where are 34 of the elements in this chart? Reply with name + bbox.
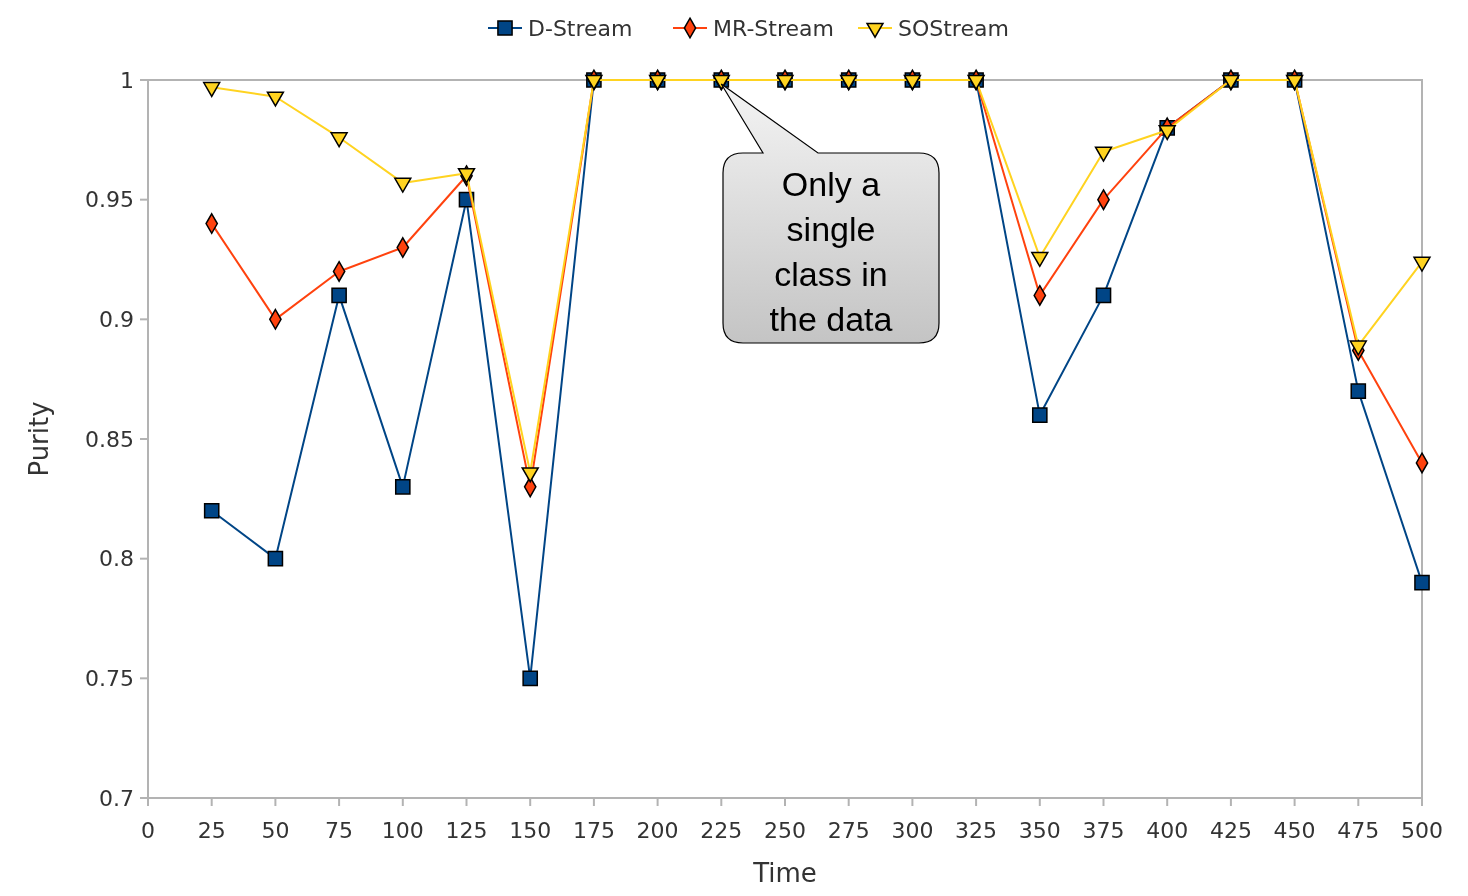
y-tick-label: 1	[120, 67, 134, 93]
x-tick-label: 75	[325, 818, 354, 843]
x-tick-label: 125	[445, 818, 488, 843]
x-tick-label: 100	[381, 818, 424, 843]
x-tick-label: 200	[636, 818, 679, 843]
x-tick-label: 25	[197, 818, 226, 843]
y-tick-label: 0.75	[85, 666, 134, 692]
y-tick-label: 0.7	[99, 785, 134, 811]
y-tick-label: 0.8	[99, 546, 134, 572]
x-tick-label: 175	[572, 818, 615, 843]
x-tick-label: 425	[1209, 818, 1252, 843]
legend-label: D-Stream	[528, 15, 633, 41]
x-tick-label: 275	[827, 818, 870, 843]
x-tick-label: 450	[1273, 818, 1316, 843]
x-tick-label: 400	[1146, 818, 1189, 843]
x-tick-label: 0	[141, 818, 155, 843]
x-tick-label: 375	[1082, 818, 1125, 843]
x-tick-label: 475	[1337, 818, 1380, 843]
y-tick-label: 0.95	[85, 187, 134, 213]
x-tick-label: 250	[764, 818, 806, 843]
x-tick-label: 500	[1401, 818, 1443, 843]
x-tick-label: 300	[891, 818, 934, 843]
x-tick-label: 325	[955, 818, 998, 843]
x-axis-title: Time	[752, 858, 817, 888]
legend-label: MR-Stream	[713, 15, 834, 41]
x-tick-label: 150	[509, 818, 552, 843]
x-tick-label: 350	[1018, 818, 1061, 843]
y-tick-label: 0.85	[85, 426, 134, 452]
x-tick-label: 225	[700, 818, 743, 843]
annotation: Only a single class in the data	[769, 165, 893, 338]
y-tick-label: 0.9	[99, 307, 134, 333]
x-tick-label: 50	[261, 818, 290, 843]
legend-label: SOStream	[898, 15, 1009, 41]
y-axis-title: Purity	[24, 401, 54, 477]
